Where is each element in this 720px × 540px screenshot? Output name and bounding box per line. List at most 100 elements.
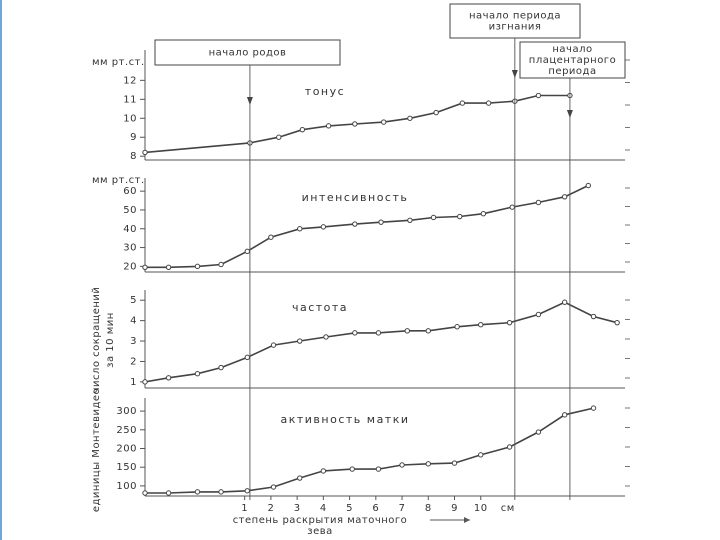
data-point xyxy=(561,194,568,200)
data-point xyxy=(299,126,306,133)
y-axis-label: число сокращений xyxy=(91,287,102,394)
y-tick-label: 200 xyxy=(116,443,137,454)
data-point xyxy=(320,224,327,230)
data-point xyxy=(451,460,458,466)
event-box xyxy=(154,39,341,66)
y-tick-label: 1 xyxy=(130,377,137,388)
data-point xyxy=(457,213,463,220)
panel-title: интенсивность xyxy=(302,191,409,204)
data-point xyxy=(165,375,172,381)
data-point xyxy=(485,100,492,106)
data-point xyxy=(561,412,568,418)
x-tick-label: 5 xyxy=(346,503,353,514)
data-point xyxy=(244,248,250,255)
y-tick-label: 50 xyxy=(123,205,137,216)
panel-title: частота xyxy=(292,301,348,314)
x-tick-label: 1 xyxy=(241,503,248,514)
y-tick-label: 60 xyxy=(123,186,137,197)
y-tick-label: 4 xyxy=(130,316,137,327)
event-arrowhead xyxy=(566,110,573,118)
data-point xyxy=(142,264,148,270)
data-point xyxy=(218,364,224,371)
y-tick-label: 9 xyxy=(130,132,137,143)
data-point xyxy=(506,319,513,326)
x-tick-label: 2 xyxy=(267,503,274,514)
y-tick-label: 2 xyxy=(130,356,137,367)
x-label-arrowhead xyxy=(464,517,470,523)
event-arrowhead xyxy=(246,97,253,105)
data-point xyxy=(297,338,303,344)
data-point xyxy=(194,489,201,495)
y-axis-label: за 10 мин xyxy=(105,312,116,368)
data-point xyxy=(478,452,484,458)
event-label: начало периода xyxy=(469,11,561,22)
y-axis-label: единицы Монтевидео xyxy=(91,388,102,512)
x-tick-label: 6 xyxy=(372,503,379,514)
data-point xyxy=(407,217,413,224)
data-point xyxy=(509,204,515,210)
x-tick-label: 8 xyxy=(425,503,432,514)
panel-title: тонус xyxy=(305,85,345,98)
data-point xyxy=(270,484,277,490)
y-tick-label: 8 xyxy=(130,151,137,162)
data-point xyxy=(375,330,382,336)
x-axis-label: зева xyxy=(307,526,333,537)
event-label: начало xyxy=(552,44,592,55)
y-axis-label: мм рт.ст. xyxy=(92,175,145,186)
data-point xyxy=(325,123,332,129)
data-point xyxy=(590,405,597,411)
event-box xyxy=(449,3,581,39)
data-point xyxy=(375,466,382,472)
data-line xyxy=(144,94,570,154)
x-tick-label: 7 xyxy=(399,503,406,514)
data-point xyxy=(454,324,460,330)
event-label: начало родов xyxy=(209,48,287,59)
data-point xyxy=(407,115,413,121)
event-box xyxy=(519,41,626,79)
y-tick-label: 10 xyxy=(123,113,137,124)
data-point xyxy=(218,489,224,495)
data-point xyxy=(349,466,355,472)
data-point xyxy=(535,199,542,206)
y-tick-label: 5 xyxy=(130,295,137,306)
x-unit: см xyxy=(501,503,515,514)
data-point xyxy=(142,490,148,496)
data-point xyxy=(297,226,303,232)
x-tick-label: 9 xyxy=(451,503,458,514)
data-point xyxy=(165,490,172,496)
y-tick-label: 11 xyxy=(123,94,137,105)
data-point xyxy=(270,342,277,348)
x-tick-label: 10 xyxy=(474,503,488,514)
data-point xyxy=(506,444,513,450)
data-point xyxy=(142,149,148,156)
event-label: изгнания xyxy=(489,22,542,33)
data-point xyxy=(425,461,431,467)
y-tick-label: 30 xyxy=(123,243,137,254)
data-point xyxy=(194,263,201,270)
data-point xyxy=(590,313,597,320)
data-point xyxy=(165,264,172,270)
data-point xyxy=(276,134,282,140)
data-point xyxy=(297,475,303,481)
x-axis-label: степень раскрытия маточного xyxy=(233,515,408,526)
data-point xyxy=(478,322,484,328)
data-point xyxy=(244,488,250,494)
y-tick-label: 12 xyxy=(123,75,137,86)
y-tick-label: 100 xyxy=(116,481,137,492)
x-tick-label: 4 xyxy=(320,503,327,514)
data-point xyxy=(425,328,431,334)
data-point xyxy=(268,234,274,240)
data-point xyxy=(244,354,250,361)
data-point xyxy=(194,371,201,377)
data-point xyxy=(399,462,405,468)
data-point xyxy=(404,328,410,334)
data-point xyxy=(142,379,148,385)
y-tick-label: 150 xyxy=(116,462,137,473)
data-point xyxy=(535,311,542,318)
y-tick-label: 20 xyxy=(123,261,137,272)
data-point xyxy=(459,100,466,106)
data-point xyxy=(561,299,568,305)
data-point xyxy=(352,121,358,127)
data-point xyxy=(433,109,439,116)
